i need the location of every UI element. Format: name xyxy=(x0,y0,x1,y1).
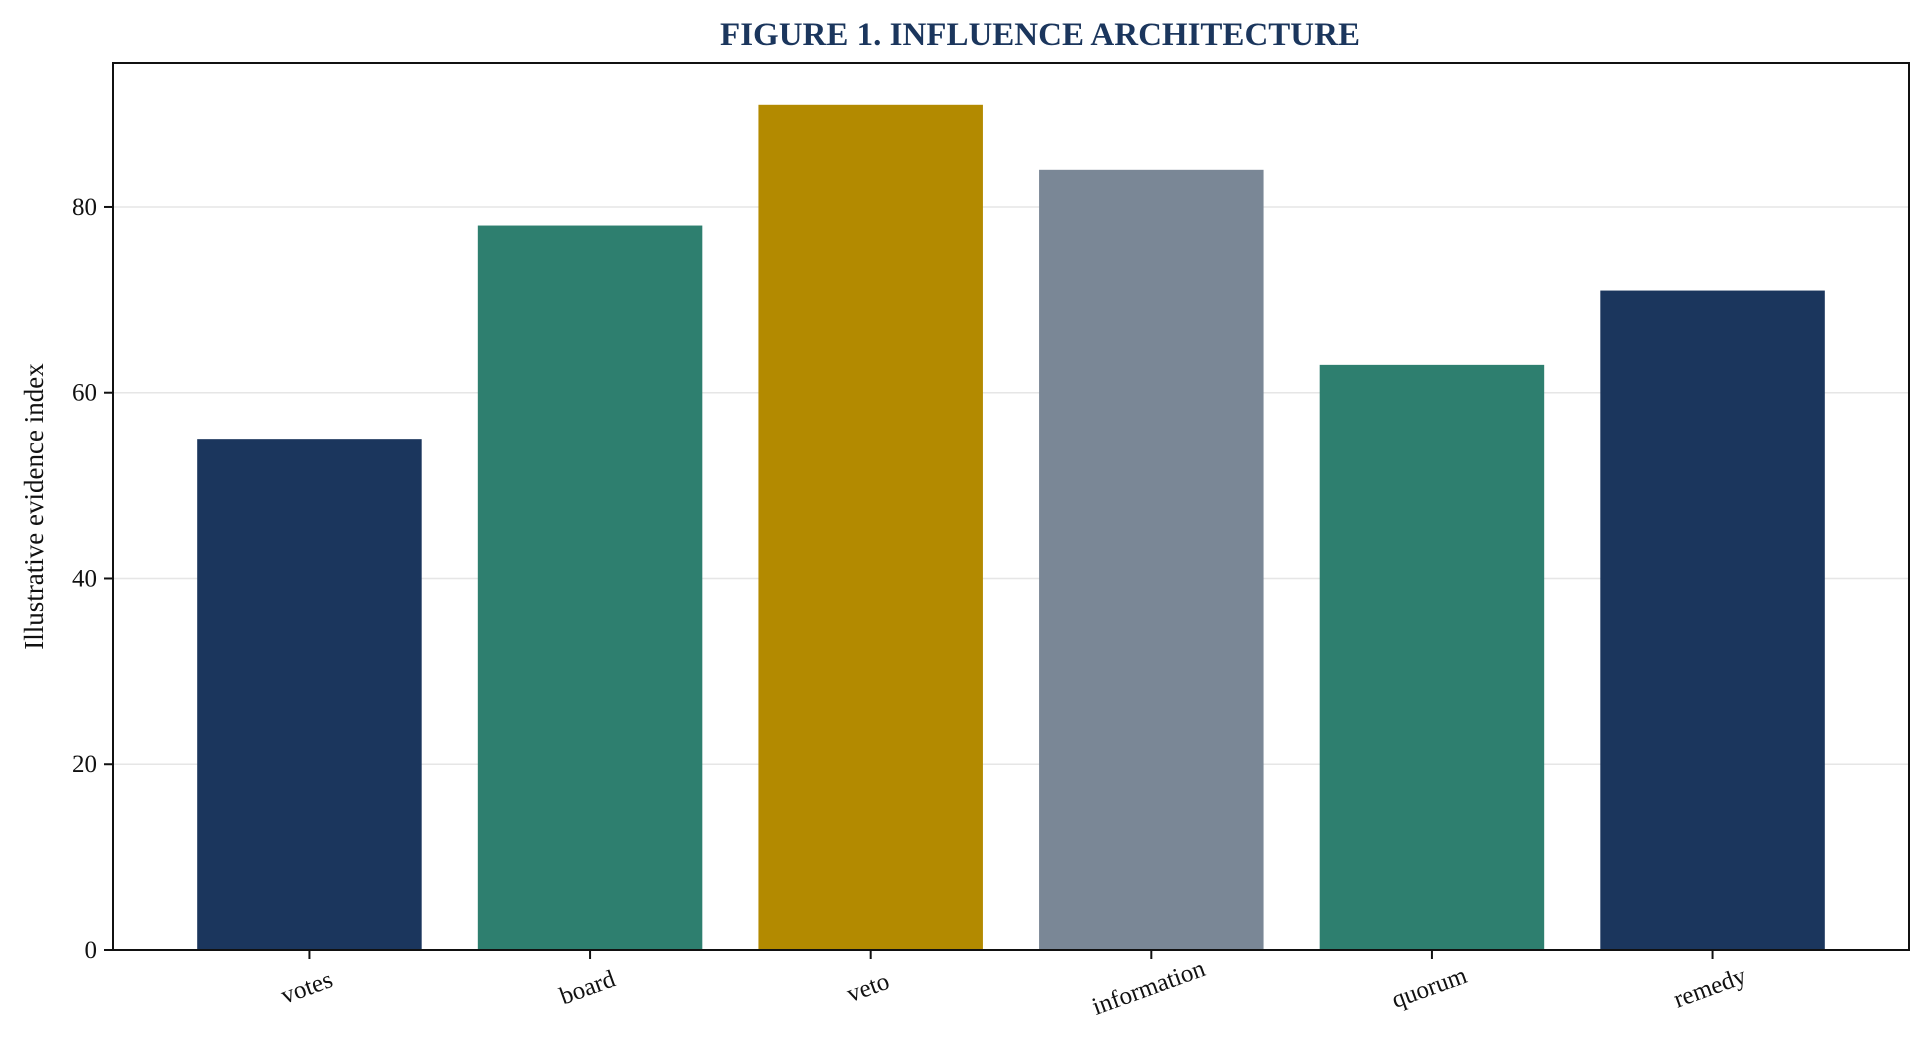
x-ticks: votes board veto information quorum remedy xyxy=(277,950,1750,1021)
y-tick-label: 0 xyxy=(85,937,98,964)
x-tick-label-veto: veto xyxy=(843,968,893,1008)
y-axis-label: Illustrative evidence index xyxy=(19,363,49,650)
y-tick-label: 80 xyxy=(72,194,97,221)
bar-remedy xyxy=(1600,290,1825,951)
chart-title: FIGURE 1. INFLUENCE ARCHITECTURE xyxy=(720,17,1360,53)
plot-frame xyxy=(112,62,1910,951)
x-tick-label-votes: votes xyxy=(277,966,336,1009)
y-ticks: 0 20 40 60 80 xyxy=(72,194,113,964)
bars xyxy=(197,104,1825,951)
y-tick-label: 40 xyxy=(72,565,97,592)
bar-information xyxy=(1039,169,1264,950)
x-tick-label-remedy: remedy xyxy=(1670,962,1750,1013)
bar-quorum xyxy=(1319,364,1545,950)
bar-veto xyxy=(758,104,983,950)
y-tick-label: 20 xyxy=(72,751,97,778)
bar-board xyxy=(477,225,703,951)
x-tick-label-information: information xyxy=(1089,955,1210,1021)
bar-votes xyxy=(197,439,422,950)
axes xyxy=(112,62,1910,951)
x-tick-label-quorum: quorum xyxy=(1388,962,1471,1014)
y-tick-label: 60 xyxy=(72,380,97,407)
x-tick-label-board: board xyxy=(556,965,619,1010)
